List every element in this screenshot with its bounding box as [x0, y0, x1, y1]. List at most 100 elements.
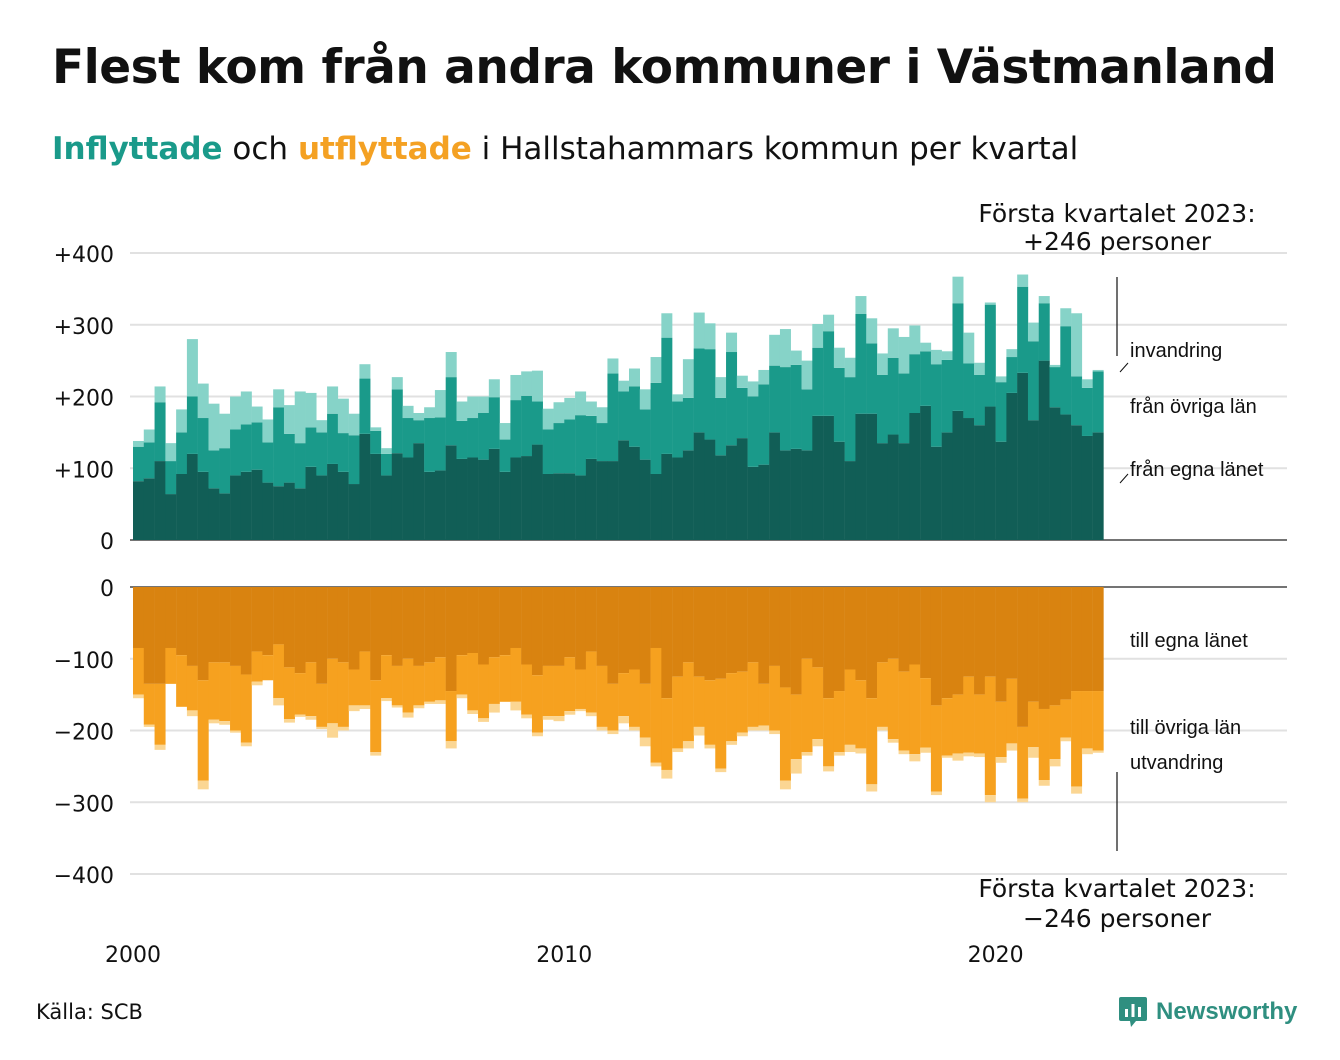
inflow-bar-segment	[963, 332, 975, 364]
outflow-bars	[133, 587, 1104, 803]
outflow-bar-segment	[844, 669, 856, 745]
inflow-bar-segment	[1038, 360, 1050, 540]
inflow-bar-segment	[1027, 420, 1039, 540]
y-tick-bottom: −200	[54, 721, 114, 746]
inflow-bar-segment	[370, 427, 382, 431]
inflow-bar-segment	[823, 331, 835, 416]
inflow-bar-segment	[672, 401, 684, 458]
outflow-bar-segment	[359, 651, 371, 706]
outflow-bar-segment	[445, 691, 457, 742]
outflow-bar-segment	[488, 703, 500, 713]
outflow-bar-segment	[154, 587, 166, 684]
inflow-bar-segment	[208, 403, 220, 451]
inflow-bar-segment	[1027, 341, 1039, 421]
inflow-bar-segment	[1081, 435, 1093, 540]
outflow-bar-segment	[402, 712, 414, 718]
outflow-bar-segment	[424, 587, 436, 663]
inflow-bar-segment	[693, 312, 705, 349]
outflow-bar-segment	[370, 752, 382, 756]
outflow-bar-segment	[1006, 678, 1018, 744]
inflow-bar-segment	[445, 352, 457, 378]
newsworthy-logo[interactable]: Newsworthy	[1118, 995, 1297, 1029]
inflow-bar-segment	[413, 420, 425, 444]
outflow-bar-segment	[909, 754, 921, 762]
outflow-bar-segment	[467, 587, 479, 654]
outflow-bar-segment	[661, 587, 673, 699]
inflow-bar-segment	[230, 475, 242, 540]
inflow-bar-segment	[542, 429, 554, 474]
inflow-bar-segment	[650, 473, 662, 540]
inflow-bar-segment	[758, 384, 770, 465]
inflow-bar-segment	[553, 402, 565, 424]
outflow-bar-segment	[467, 653, 479, 711]
outflow-bar-segment	[844, 587, 856, 670]
inflow-bar-segment	[348, 484, 360, 540]
outflow-bar-segment	[154, 744, 166, 750]
outflow-bar-segment	[801, 752, 813, 756]
inflow-bar-segment	[629, 368, 640, 387]
inflow-bar-segment	[801, 360, 813, 390]
inflow-bar-segment	[596, 423, 608, 462]
inflow-bar-segment	[1092, 432, 1104, 540]
outflow-bar-segment	[1071, 691, 1083, 787]
inflow-bar-segment	[1081, 379, 1093, 388]
label-till-ovriga-lan: till övriga län	[1130, 717, 1241, 739]
outflow-bar-segment	[402, 587, 414, 659]
inflow-bar-segment	[294, 391, 306, 444]
inflow-bar-segment	[704, 439, 716, 540]
callout-bottom-line2: −246 personer	[1023, 904, 1212, 933]
inflow-bar-segment	[1060, 308, 1072, 327]
inflow-bar-segment	[1049, 407, 1061, 540]
outflow-bar-segment	[413, 705, 425, 709]
inflow-bar-segment	[747, 396, 759, 467]
outflow-bar-segment	[618, 716, 630, 724]
inflow-bar-segment	[488, 379, 500, 398]
inflow-bar-segment	[693, 348, 705, 433]
outflow-bar-segment	[381, 698, 392, 702]
subtitle-connector: och	[222, 131, 298, 167]
outflow-bar-segment	[337, 726, 349, 731]
outflow-bar-segment	[1049, 705, 1061, 760]
outflow-bar-segment	[736, 587, 748, 672]
outflow-bar-segment	[273, 698, 285, 706]
outflow-bar-segment	[294, 714, 306, 717]
outflow-bar-segment	[531, 587, 543, 676]
outflow-bar-segment	[251, 651, 263, 682]
inflow-bar-segment	[402, 405, 414, 419]
inflow-bar-segment	[844, 377, 856, 462]
inflow-bar-segment	[1071, 313, 1083, 377]
inflow-bar-segment	[812, 347, 824, 416]
outflow-bar-segment	[596, 665, 608, 727]
inflow-bar-segment	[1092, 369, 1104, 372]
inflow-bar-segment	[963, 418, 975, 540]
inflow-bar-segment	[984, 304, 996, 407]
inflow-bar-segment	[197, 383, 209, 419]
outflow-bar-segment	[359, 705, 371, 709]
inflow-bar-segment	[704, 349, 716, 440]
outflow-bar-segment	[434, 587, 446, 658]
outflow-bar-segment	[909, 587, 921, 665]
outflow-bar-segment	[607, 683, 619, 731]
inflow-bar-segment	[963, 363, 975, 419]
outflow-bar-segment	[154, 683, 166, 745]
label-invandring: invandring	[1130, 340, 1222, 362]
inflow-bar-segment	[564, 397, 576, 420]
outflow-bar-segment	[1027, 747, 1039, 758]
inflow-bar-segment	[629, 386, 640, 447]
inflow-bar-segment	[1081, 387, 1093, 436]
outflow-bar-segment	[898, 587, 910, 672]
outflow-bar-segment	[877, 662, 888, 727]
callout-top-line1: Första kvartalet 2023:	[978, 199, 1255, 228]
source-label: Källa: SCB	[36, 1000, 143, 1024]
inflow-bar-segment	[542, 473, 554, 540]
inflow-bar-segment	[197, 418, 209, 472]
outflow-bar-segment	[499, 587, 511, 656]
inflow-bar-segment	[240, 424, 252, 472]
outflow-bar-segment	[510, 701, 522, 711]
inflow-bar-segment	[930, 446, 942, 540]
outflow-bar-segment	[930, 705, 942, 792]
outflow-bar-segment	[478, 664, 490, 719]
outflow-bar-segment	[866, 784, 878, 792]
inflow-bar-segment	[995, 441, 1007, 540]
